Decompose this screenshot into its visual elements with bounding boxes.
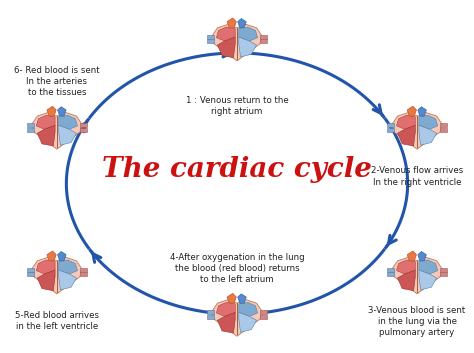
- Bar: [80, 123, 87, 127]
- Bar: [440, 273, 447, 276]
- Polygon shape: [237, 18, 246, 28]
- Polygon shape: [59, 115, 77, 129]
- Bar: [260, 35, 267, 38]
- Polygon shape: [47, 106, 56, 116]
- Bar: [207, 315, 214, 319]
- Polygon shape: [239, 37, 256, 57]
- Polygon shape: [237, 294, 246, 303]
- Bar: [260, 40, 267, 43]
- Text: 3-Venous blood is sent
in the lung via the
pulmonary artery: 3-Venous blood is sent in the lung via t…: [368, 306, 466, 337]
- Polygon shape: [407, 251, 417, 261]
- Bar: [387, 273, 394, 276]
- Bar: [260, 315, 267, 319]
- Bar: [207, 40, 214, 43]
- Text: 5-Red blood arrives
in the left ventricle: 5-Red blood arrives in the left ventricl…: [15, 311, 99, 331]
- Polygon shape: [239, 27, 257, 41]
- Polygon shape: [418, 251, 427, 261]
- Polygon shape: [59, 260, 77, 274]
- Bar: [80, 273, 87, 276]
- Polygon shape: [239, 312, 256, 332]
- Polygon shape: [418, 107, 427, 116]
- Polygon shape: [216, 27, 235, 41]
- Polygon shape: [392, 257, 442, 294]
- Bar: [27, 128, 34, 132]
- Bar: [387, 268, 394, 271]
- Bar: [260, 310, 267, 314]
- Polygon shape: [419, 125, 437, 145]
- Polygon shape: [59, 125, 76, 145]
- Polygon shape: [218, 312, 235, 333]
- Polygon shape: [58, 251, 66, 261]
- Polygon shape: [227, 18, 236, 28]
- Bar: [80, 268, 87, 271]
- Polygon shape: [398, 270, 415, 291]
- Bar: [207, 310, 214, 314]
- Text: 6- Red blood is sent
In the arteries
to the tissues: 6- Red blood is sent In the arteries to …: [14, 66, 100, 97]
- Text: 1 : Venous return to the
right atrium: 1 : Venous return to the right atrium: [186, 96, 288, 116]
- Polygon shape: [32, 113, 82, 149]
- Bar: [27, 123, 34, 127]
- Bar: [27, 268, 34, 271]
- Polygon shape: [239, 302, 257, 316]
- Polygon shape: [227, 293, 236, 303]
- Polygon shape: [216, 302, 235, 316]
- Polygon shape: [212, 24, 262, 61]
- Polygon shape: [218, 37, 235, 58]
- Polygon shape: [59, 270, 76, 290]
- Text: The cardiac cycle: The cardiac cycle: [102, 156, 372, 183]
- Polygon shape: [58, 107, 66, 116]
- Bar: [387, 123, 394, 127]
- Polygon shape: [396, 115, 415, 129]
- Polygon shape: [407, 106, 417, 116]
- Text: 4-After oxygenation in the lung
the blood (red blood) returns
to the left atrium: 4-After oxygenation in the lung the bloo…: [170, 253, 304, 284]
- Bar: [27, 273, 34, 276]
- Polygon shape: [36, 115, 55, 129]
- Polygon shape: [36, 260, 55, 274]
- Polygon shape: [419, 115, 438, 129]
- Polygon shape: [392, 113, 442, 149]
- Polygon shape: [32, 257, 82, 294]
- Polygon shape: [398, 125, 415, 146]
- Bar: [387, 128, 394, 132]
- Text: 2-Venous flow arrives
In the right ventricle: 2-Venous flow arrives In the right ventr…: [371, 167, 463, 186]
- Bar: [440, 128, 447, 132]
- Bar: [207, 35, 214, 38]
- Bar: [80, 128, 87, 132]
- Polygon shape: [419, 270, 437, 290]
- Bar: [440, 268, 447, 271]
- Polygon shape: [396, 260, 415, 274]
- Polygon shape: [37, 125, 55, 146]
- Polygon shape: [212, 300, 262, 336]
- Polygon shape: [47, 251, 56, 261]
- Polygon shape: [37, 270, 55, 291]
- Polygon shape: [419, 260, 438, 274]
- Bar: [440, 123, 447, 127]
